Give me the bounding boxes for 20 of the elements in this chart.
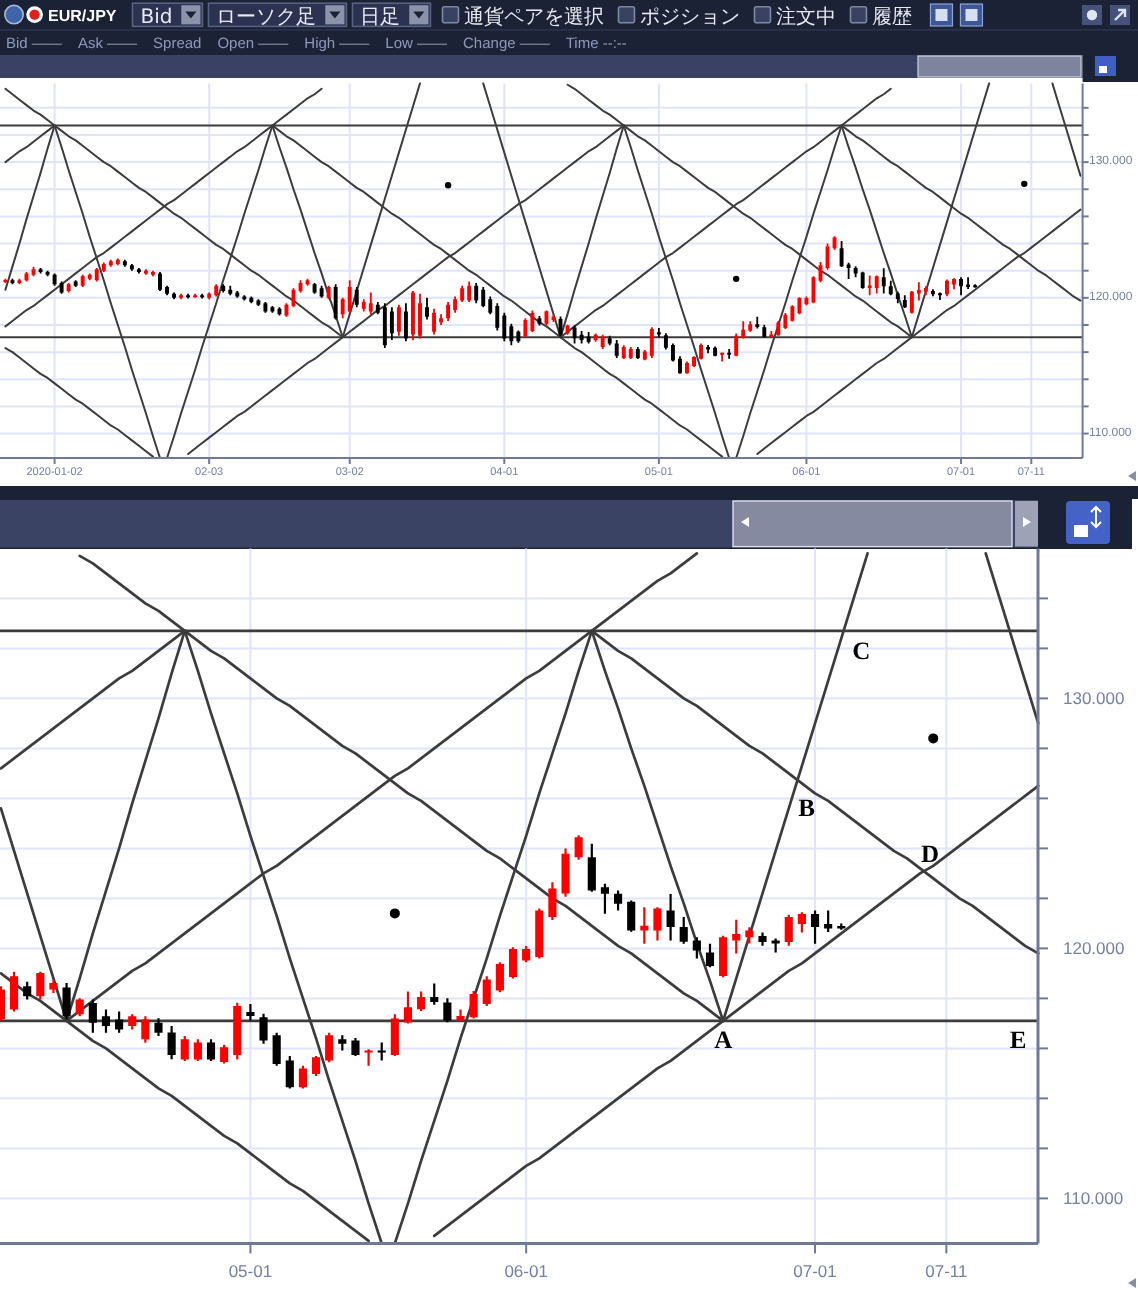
checkbox: ポジション [617, 6, 741, 29]
dropdown: 日足 [351, 2, 432, 29]
y-tick-label: 120.000 [1063, 938, 1125, 959]
x-tick-label: 05-01 [228, 1261, 273, 1281]
x-tick-label: 07-11 [925, 1261, 968, 1281]
annotation: E [1009, 1025, 1027, 1054]
annotation: A [714, 1025, 733, 1054]
x-tick-label: 07-01 [793, 1261, 838, 1281]
annotation: B [798, 794, 815, 823]
checkbox: 注文中 [753, 6, 837, 29]
y-tick-label: 130.000 [1063, 688, 1125, 709]
checkbox: 履歴 [849, 6, 913, 29]
dropdown: ローソク足 [207, 2, 348, 29]
chart-title: EUR/JPY [48, 7, 118, 26]
dropdown: Bid [131, 2, 204, 29]
checkbox: 通貨ペアを選択 [441, 6, 605, 29]
annotation: C [852, 636, 871, 665]
y-tick-label: 110.000 [1063, 1188, 1124, 1209]
annotation: D [920, 839, 940, 868]
x-tick-label: 06-01 [504, 1261, 549, 1281]
